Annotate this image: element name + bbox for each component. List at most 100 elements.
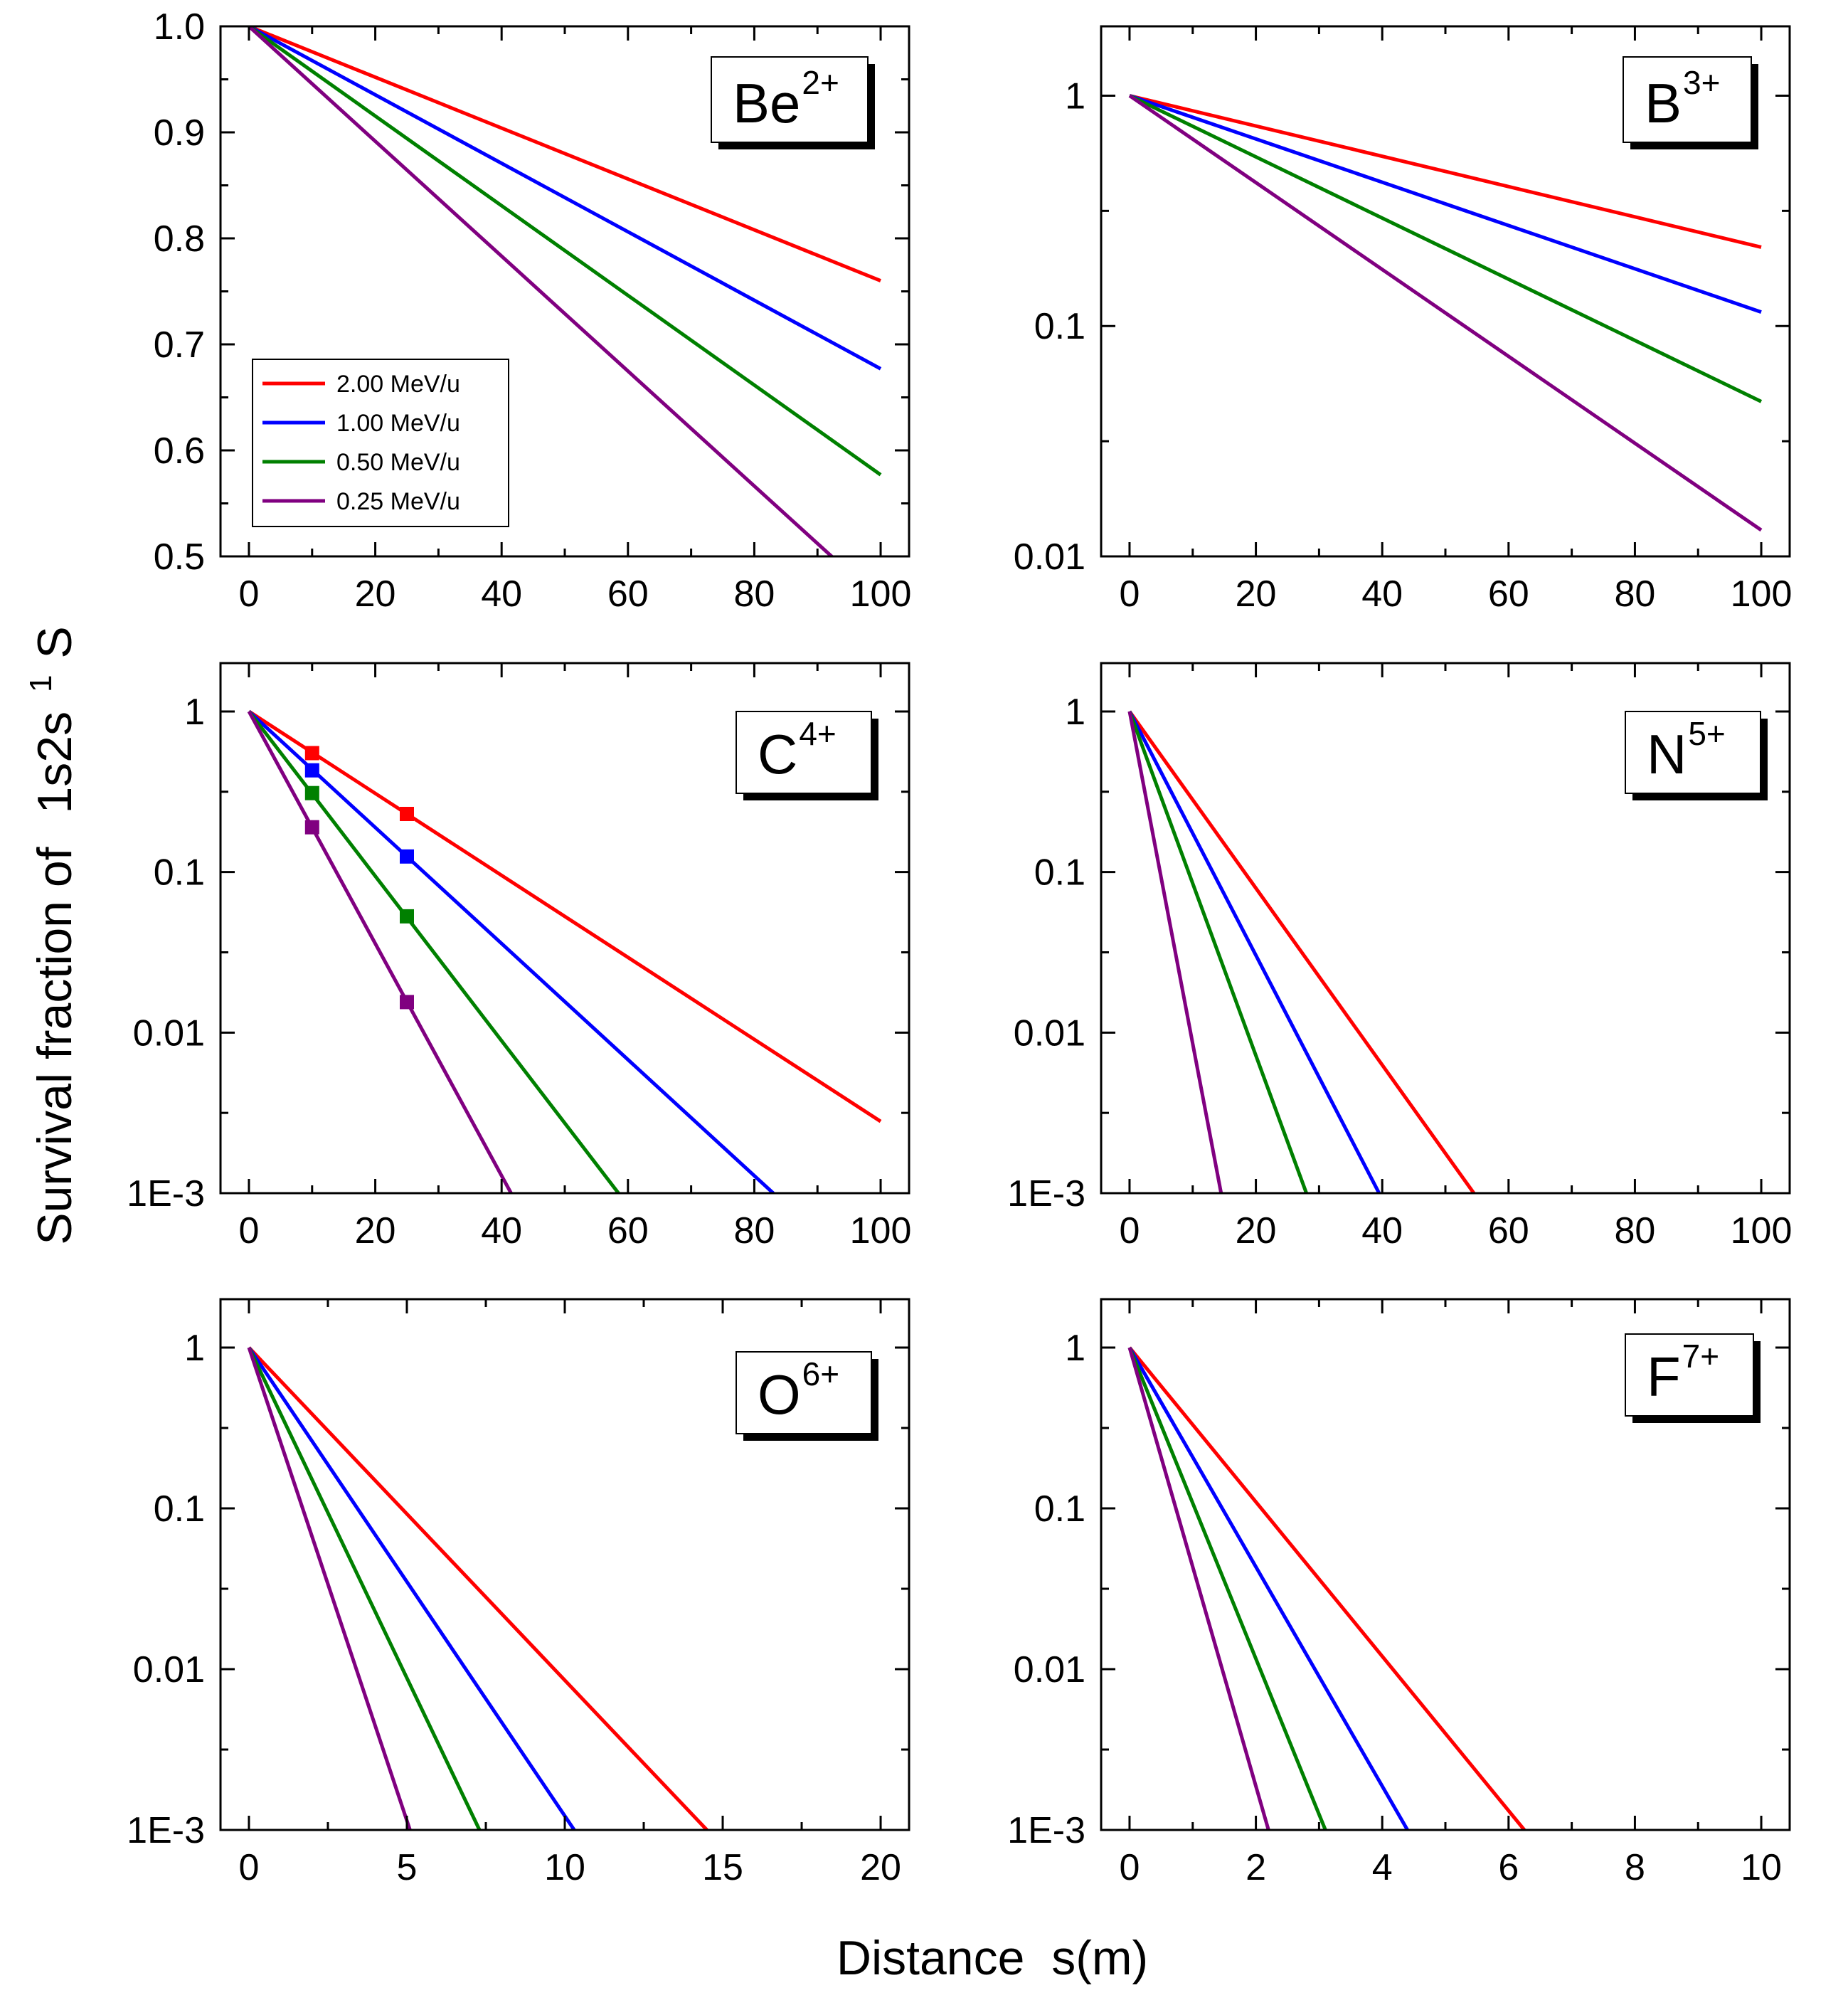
x-tick-label: 100 [1731,573,1793,615]
y-tick-label: 0.1 [1034,306,1085,347]
series-line-0-25-mev-u [1127,711,1223,1193]
y-tick-label: 1.0 [154,6,205,48]
series-line-1-00-mev-u [247,1346,576,1830]
y-tick-label: 0.01 [133,1012,205,1054]
x-tick-label: 60 [607,1210,649,1252]
data-point-marker [304,746,319,761]
y-tick-label: 0.7 [154,324,205,366]
series-line-0-25-mev-u [1127,1347,1270,1830]
y-tick-label: 1 [1065,75,1085,117]
x-tick-label: 0 [239,1210,260,1252]
y-tick-label: 0.01 [1014,536,1085,578]
x-tick-label: 20 [1236,1210,1277,1252]
y-tick-label: 1E-3 [127,1173,205,1215]
ion-label-box [1625,1333,1754,1417]
series-line-0-50-mev-u [1127,1347,1327,1830]
x-tick-label: 20 [860,1847,901,1888]
x-tick-label: 4 [1372,1847,1393,1888]
series-line-2-00-mev-u [1128,1346,1526,1830]
series-line-2-00-mev-u [1129,94,1762,249]
ion-label: N5+ [1625,711,1768,800]
x-tick-label: 40 [481,573,522,615]
series-group [248,26,882,556]
x-tick-label: 80 [734,1210,775,1252]
ion-label-text: Be2+ [733,64,839,134]
ion-label: Be2+ [711,56,875,149]
x-tick-label: 60 [1488,1210,1529,1252]
legend: 2.00 MeV/u 1.00 MeV/u 0.50 MeV/u 0.25 MeV/u [252,359,509,527]
x-tick-label: 20 [1236,573,1277,615]
y-tick-label: 0.1 [154,852,205,894]
series-group [1127,710,1476,1193]
x-tick-label: 8 [1625,1847,1645,1888]
panel-b: 0 20 40 60 80 100 0.01 0.1 1 B3+ [1014,25,1793,615]
data-point-marker [400,807,414,821]
ion-label-text: N5+ [1647,715,1726,785]
ion-charge: 3+ [1683,64,1720,101]
series-line-0-25-mev-u [247,1347,412,1830]
data-point-marker [304,820,319,835]
panel-o: 0 5 10 15 20 1E-3 0.01 0.1 1 O6+ [127,1298,910,1888]
series-line-2-00-mev-u [248,1346,708,1830]
x-tick-label: 100 [1731,1210,1793,1252]
series-line-2-00-mev-u [248,709,882,1123]
series-line-0-25-mev-u [248,26,834,556]
series-line-0-25-mev-u [1128,94,1763,532]
panel-c: 0 20 40 60 80 100 1E-3 0.01 0.1 1 C4+ [127,662,911,1252]
ion-charge: 5+ [1688,715,1725,752]
ion-symbol: F [1647,1345,1681,1408]
series-group [1128,94,1763,532]
x-tick-label: 0 [239,1847,260,1888]
x-tick-label: 100 [850,573,912,615]
y-tick-label: 1 [1065,1328,1085,1369]
y-tick-label: 1E-3 [1007,1173,1085,1215]
x-tick-label: 80 [1615,573,1656,615]
y-axis-title-state: 1s2s [28,711,82,814]
x-tick-label: 5 [397,1847,418,1888]
y-axis-title-term: S [28,626,82,658]
ion-symbol: B [1645,72,1682,134]
x-tick-label: 40 [1361,1210,1403,1252]
legend-label: 1.00 MeV/u [336,410,460,437]
data-point-marker [400,909,414,924]
y-tick-label: 0.1 [154,1488,205,1530]
ion-label-box [736,1351,872,1434]
x-tick-label: 0 [1120,573,1140,615]
series-line-1-00-mev-u [248,710,775,1193]
y-axis-title-superscript: 1 [23,674,58,692]
y-tick-label: 0.6 [154,430,205,472]
data-point-marker [304,785,319,800]
ion-label-box [1625,711,1761,794]
ion-charge: 7+ [1682,1338,1719,1375]
series-line-1-00-mev-u [1127,1346,1409,1830]
series-line-0-50-mev-u [247,1346,482,1830]
series-group [247,1346,708,1830]
series-line-0-50-mev-u [1128,94,1763,403]
legend-label: 0.25 MeV/u [336,488,460,515]
ion-label-text: O6+ [758,1355,839,1426]
series-group [247,709,882,1193]
y-tick-label: 0.9 [154,112,205,154]
x-tick-label: 60 [1488,573,1529,615]
ion-symbol: C [758,723,797,785]
ion-label: B3+ [1623,56,1758,149]
ion-charge: 2+ [802,64,839,101]
series-line-0-50-mev-u [248,710,620,1193]
x-tick-label: 80 [734,573,775,615]
data-point-marker [400,995,414,1010]
ion-symbol: Be [733,72,800,134]
ion-symbol: N [1647,723,1687,785]
legend-label: 2.00 MeV/u [336,371,460,398]
ion-charge: 6+ [802,1355,839,1392]
y-tick-label: 0.1 [1034,1488,1085,1530]
x-tick-label: 2 [1246,1847,1266,1888]
series-line-2-00-mev-u [248,26,881,282]
ion-label: O6+ [736,1351,878,1441]
x-tick-label: 60 [607,573,649,615]
y-axis-title: Survival fraction of 1s2s 1 S [8,626,82,1245]
panel-n: 0 20 40 60 80 100 1E-3 0.01 0.1 1 N5+ [1007,662,1793,1252]
x-tick-label: 40 [1361,573,1403,615]
y-tick-label: 1E-3 [1007,1810,1085,1851]
